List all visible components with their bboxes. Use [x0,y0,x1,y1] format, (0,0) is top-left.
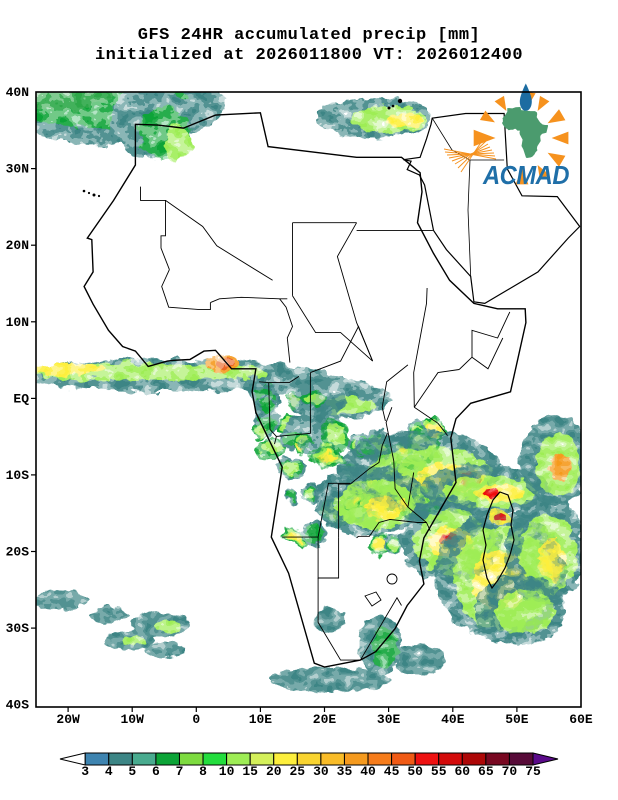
svg-text:70: 70 [502,764,518,779]
svg-text:20: 20 [266,764,282,779]
svg-text:45: 45 [384,764,400,779]
svg-text:30N: 30N [6,162,29,177]
svg-text:55: 55 [431,764,447,779]
svg-text:ACMAD: ACMAD [482,160,570,190]
svg-text:0: 0 [192,712,200,727]
svg-text:10W: 10W [120,712,144,727]
svg-text:8: 8 [199,764,207,779]
svg-text:EQ: EQ [13,391,29,406]
svg-text:60E: 60E [569,712,593,727]
svg-text:7: 7 [176,764,184,779]
svg-text:20S: 20S [6,545,30,560]
svg-text:40E: 40E [441,712,465,727]
svg-text:50: 50 [407,764,423,779]
svg-text:10E: 10E [249,712,273,727]
svg-text:40: 40 [360,764,376,779]
svg-text:30: 30 [313,764,329,779]
svg-text:10N: 10N [6,315,29,330]
svg-text:5: 5 [128,764,136,779]
svg-text:30E: 30E [377,712,401,727]
svg-text:20N: 20N [6,238,29,253]
svg-text:35: 35 [337,764,353,779]
svg-text:20E: 20E [313,712,337,727]
svg-text:65: 65 [478,764,494,779]
svg-text:10: 10 [219,764,235,779]
svg-text:30S: 30S [6,621,30,636]
svg-text:40S: 40S [6,698,30,713]
svg-text:60: 60 [454,764,470,779]
svg-text:20W: 20W [56,712,80,727]
svg-text:25: 25 [290,764,306,779]
svg-text:3: 3 [81,764,89,779]
svg-text:4: 4 [105,764,113,779]
svg-text:10S: 10S [6,468,30,483]
svg-text:40N: 40N [6,85,29,100]
svg-text:6: 6 [152,764,160,779]
svg-text:50E: 50E [505,712,529,727]
svg-text:75: 75 [525,764,541,779]
svg-text:15: 15 [242,764,258,779]
